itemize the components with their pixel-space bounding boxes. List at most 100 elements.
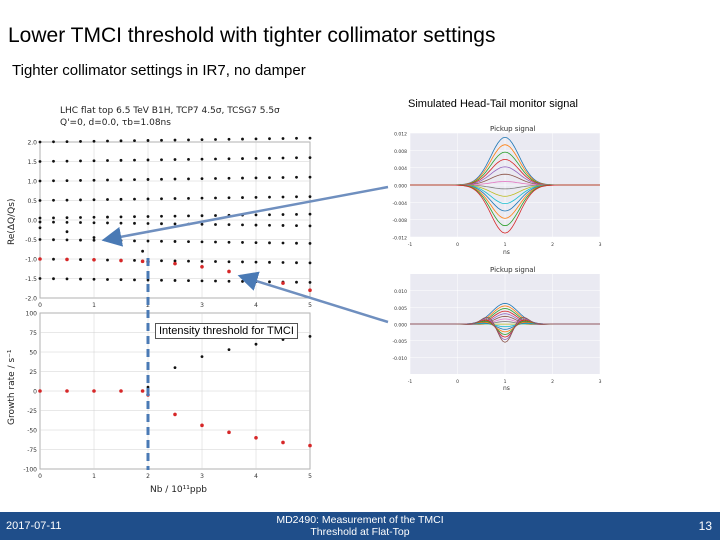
black-mode-point [241, 260, 244, 264]
black-mode-point [92, 178, 96, 182]
red-mode-point [173, 261, 177, 266]
black-mode-point [106, 198, 109, 201]
black-mode-point [92, 139, 96, 143]
figure-canvas: LHC flat top 6.5 TeV B1H, TCP7 4.5σ, TCS… [7, 106, 602, 495]
bottom-chart-y-ticks: 100 75 50 25 0 -25 -50 -75 -100 [23, 311, 37, 474]
red-mode-point [200, 265, 204, 269]
black-mode-point [52, 220, 55, 224]
black-mode-point [52, 257, 55, 261]
y-tick-label: -0.010 [392, 356, 407, 362]
black-mode-point [106, 159, 109, 162]
black-mode-point [79, 258, 82, 261]
black-mode-point [38, 277, 42, 280]
black-mode-point [38, 199, 42, 202]
black-mode-point [106, 258, 109, 262]
pickup1-curves [410, 136, 600, 234]
black-mode-point [214, 260, 217, 263]
x-tick-label: 2 [551, 379, 554, 385]
black-mode-point [52, 216, 55, 220]
black-mode-point [52, 277, 55, 281]
threshold-label: Intensity threshold for TMCI [155, 323, 298, 339]
black-mode-point [241, 157, 244, 160]
black-mode-point [295, 241, 298, 245]
black-mode-point [173, 177, 177, 181]
top-chart-x-ticks: 0 1 2 3 4 5 [38, 302, 312, 309]
black-mode-point [187, 157, 190, 161]
black-mode-point [308, 156, 312, 160]
black-mode-point [146, 178, 150, 181]
black-mode-point [106, 139, 109, 143]
black-mode-point [92, 221, 96, 225]
black-mode-point [119, 178, 123, 182]
unstable-growth-point [200, 355, 204, 359]
black-mode-point [254, 241, 258, 245]
y-tick-label: -0.012 [392, 236, 407, 242]
black-mode-point [227, 176, 231, 180]
black-mode-point [187, 214, 190, 218]
pickup1-y-ticks: 0.012 0.008 0.004 0.000 -0.004 -0.008 -0.012 [392, 132, 407, 242]
black-mode-point [133, 215, 136, 219]
black-mode-point [187, 279, 190, 283]
pickup2-y-ticks: 0.010 0.005 0.000 -0.005 -0.010 [392, 289, 407, 362]
page-number: 13 [698, 519, 712, 533]
y-tick-label: 2.0 [27, 140, 37, 147]
black-mode-point [173, 214, 177, 218]
y-tick-label: -1.5 [25, 276, 37, 283]
red-mode-point [254, 275, 258, 279]
black-mode-point [214, 240, 217, 244]
black-mode-point [214, 279, 217, 283]
black-mode-point [281, 213, 285, 216]
black-mode-point [173, 259, 177, 263]
black-mode-point [173, 240, 177, 243]
black-mode-point [241, 280, 244, 283]
black-mode-point [79, 159, 82, 163]
x-tick-label: 1 [504, 242, 507, 248]
y-tick-label: -0.5 [25, 237, 37, 244]
footer-bar: 2017-07-11 MD2490: Measurement of the TM… [0, 512, 720, 540]
black-mode-point [133, 221, 136, 225]
red-mode-point [119, 258, 123, 263]
y-tick-label: 0.000 [394, 323, 407, 329]
y-tick-label: -0.005 [392, 339, 407, 345]
black-mode-point [308, 195, 312, 199]
y-tick-label: -75 [27, 447, 37, 454]
x-tick-label: 5 [308, 473, 312, 480]
black-mode-point [65, 216, 69, 220]
black-mode-point [254, 156, 258, 160]
black-mode-point [119, 239, 123, 243]
bottom-chart-x-ticks: 0 1 2 3 4 5 [38, 473, 312, 480]
black-mode-point [160, 214, 163, 218]
black-mode-point [119, 139, 123, 143]
black-mode-point [173, 197, 177, 200]
black-mode-point [308, 212, 312, 216]
black-mode-point [160, 222, 163, 226]
y-tick-label: -50 [27, 428, 37, 435]
black-mode-point [268, 156, 271, 160]
damped-growth-point [200, 423, 204, 428]
black-mode-point [119, 215, 123, 219]
black-mode-point [295, 156, 298, 160]
red-mode-point [38, 257, 42, 261]
black-mode-point [160, 197, 163, 201]
black-mode-point [200, 279, 204, 283]
black-mode-point [214, 214, 217, 217]
y-tick-label: 0.0 [27, 218, 37, 225]
red-mode-point [281, 281, 285, 285]
black-mode-point [295, 136, 298, 140]
x-tick-label: 3 [200, 473, 204, 480]
black-mode-point [79, 179, 82, 182]
pickup1-x-ticks: -1 0 1 2 3 [408, 242, 602, 248]
black-mode-point [268, 213, 271, 217]
black-mode-point [268, 195, 271, 199]
arrow-to-lower-mode [237, 271, 389, 324]
black-mode-point [268, 241, 271, 245]
x-tick-label: 2 [551, 242, 554, 248]
y-tick-label: 0 [33, 389, 37, 396]
black-mode-point [214, 138, 217, 141]
black-mode-point [281, 241, 285, 245]
top-chart-grid [39, 141, 311, 299]
footer-center-line2: Threshold at Flat-Top [310, 526, 410, 538]
black-mode-point [106, 278, 109, 281]
black-mode-point [133, 239, 136, 243]
unstable-growth-point [173, 366, 177, 369]
